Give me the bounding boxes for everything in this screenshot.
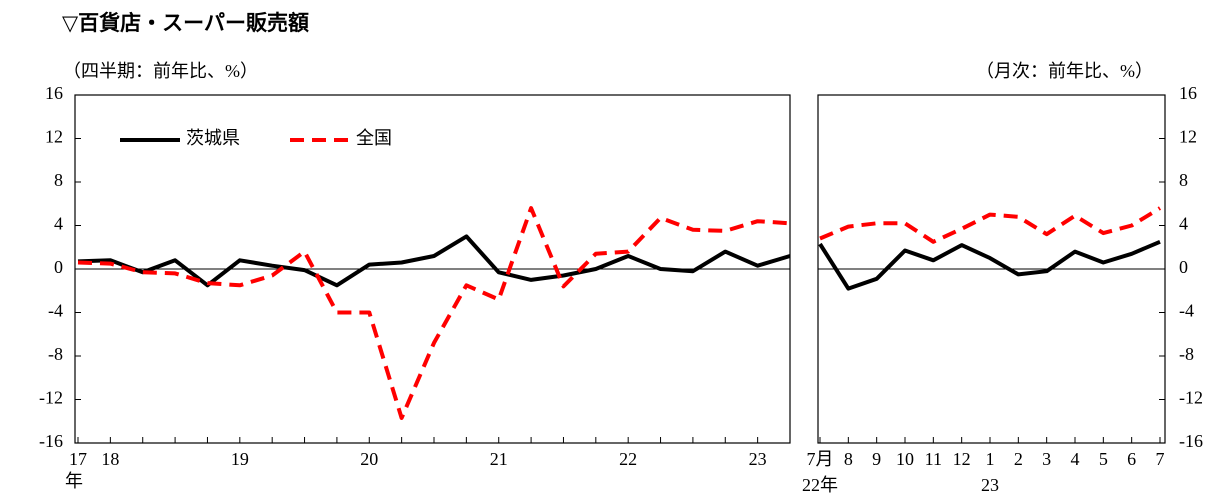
y-tick-label: -16	[39, 431, 63, 451]
x-tick-label: 22	[619, 449, 637, 469]
y-tick-label: -4	[48, 301, 63, 321]
x-unit: 年	[65, 471, 83, 491]
x-tick-label: 20	[360, 449, 378, 469]
y-tick-label: 8	[1179, 170, 1188, 190]
x-tick-label: 4	[1071, 449, 1080, 469]
series-line	[819, 206, 1162, 244]
y-tick-label: 8	[54, 170, 63, 190]
y-tick-label: 12	[45, 127, 63, 147]
y-tick-label: 0	[54, 257, 63, 277]
x-tick-label: 7	[1156, 449, 1165, 469]
x-tick-label: 17	[69, 449, 87, 469]
x-tick-label: 3	[1042, 449, 1051, 469]
y-tick-label: -12	[39, 388, 63, 408]
y-tick-label: -4	[1179, 301, 1194, 321]
y-tick-label: 4	[54, 214, 63, 234]
y-tick-label: 16	[45, 83, 63, 103]
series-line	[818, 239, 1161, 291]
x-tick-label: 1	[986, 449, 995, 469]
series-line	[77, 234, 791, 288]
x-tick-label: 21	[490, 449, 508, 469]
x-tick-label: 19	[231, 449, 249, 469]
subtitle: （四半期：前年比、%）	[63, 61, 258, 81]
y-tick-label: 4	[1179, 214, 1188, 234]
series-line	[77, 206, 791, 420]
x-tick-label: 8	[844, 449, 853, 469]
x-sublabel: 22年	[802, 475, 838, 495]
legend-label: 全国	[356, 128, 392, 148]
y-tick-label: -8	[1179, 344, 1194, 364]
x-tick-label: 23	[749, 449, 767, 469]
y-tick-label: 16	[1179, 83, 1197, 103]
y-tick-label: -16	[1179, 431, 1203, 451]
x-tick-label: 11	[925, 449, 942, 469]
y-tick-label: -12	[1179, 388, 1203, 408]
x-sublabel: 23	[981, 475, 999, 495]
legend-label: 茨城県	[186, 128, 240, 148]
x-tick-label: 2	[1014, 449, 1023, 469]
x-tick-label: 18	[101, 449, 119, 469]
x-tick-label: 5	[1099, 449, 1108, 469]
chart-title: ▽百貨店・スーパー販売額	[62, 11, 309, 35]
x-tick-label: 6	[1127, 449, 1136, 469]
x-tick-label: 10	[896, 449, 914, 469]
x-tick-label: 12	[953, 449, 971, 469]
y-tick-label: -8	[48, 344, 63, 364]
y-tick-label: 0	[1179, 257, 1188, 277]
y-tick-label: 12	[1179, 127, 1197, 147]
x-tick-label: 9	[872, 449, 881, 469]
x-tick-label: 7月	[807, 449, 834, 469]
subtitle: （月次：前年比、%）	[976, 61, 1153, 81]
